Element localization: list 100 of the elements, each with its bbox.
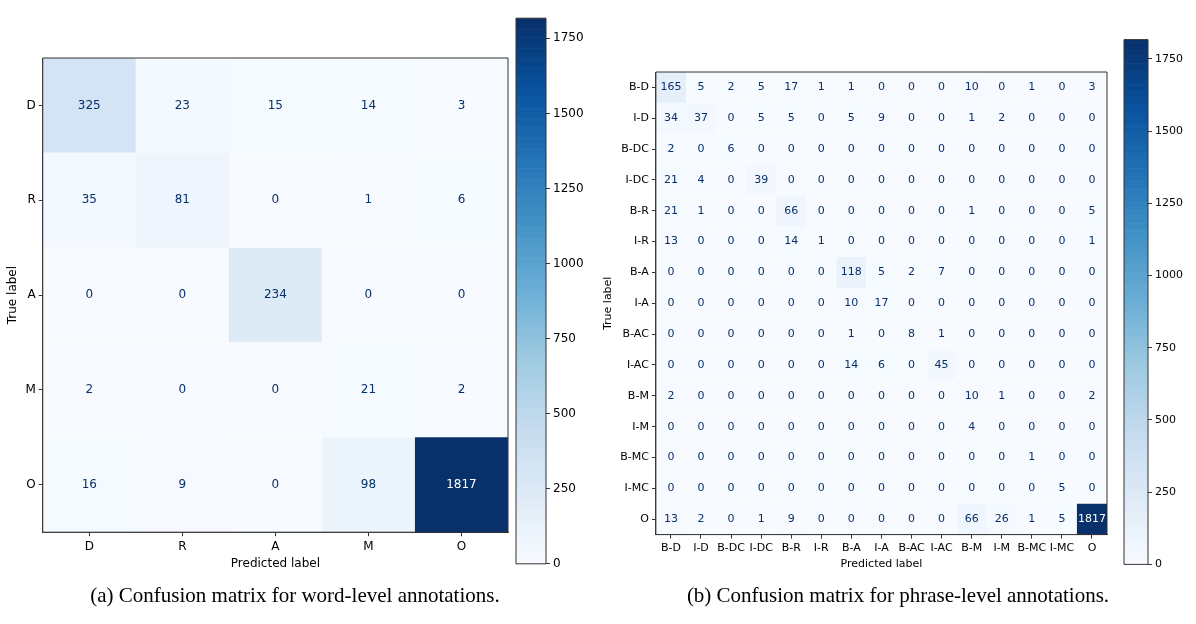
x-tick-label: I-D	[693, 541, 709, 555]
data-label: 0	[968, 265, 976, 279]
data-label: 45	[934, 357, 949, 371]
data-label: 26	[994, 512, 1009, 526]
data-label: 5	[757, 80, 765, 94]
data-label: 0	[908, 296, 916, 310]
data-label: 0	[877, 388, 885, 402]
data-label: 0	[938, 203, 946, 217]
color-bar-label: 250	[553, 480, 576, 495]
data-label: 0	[1088, 265, 1096, 279]
data-label: 0	[968, 450, 976, 464]
data-label: 1	[968, 203, 976, 217]
data-label: 0	[667, 481, 675, 495]
data-label: 0	[178, 287, 187, 302]
data-label: 0	[178, 382, 187, 397]
data-label: 5	[1058, 481, 1066, 495]
data-label: 0	[727, 203, 735, 217]
data-label: 0	[1088, 327, 1096, 340]
x-tick-label: I-M	[993, 541, 1011, 555]
y-tick-label: M	[25, 382, 36, 397]
y-tick-label: A	[27, 287, 37, 302]
data-label: 0	[877, 234, 885, 248]
data-label: 0	[727, 357, 735, 371]
data-label: 0	[968, 141, 976, 155]
data-label: 0	[85, 287, 94, 302]
data-label: 0	[908, 80, 916, 94]
data-label: 0	[1028, 234, 1036, 248]
data-label: 17	[874, 296, 889, 310]
data-label: 1	[1028, 80, 1036, 94]
data-label: 10	[964, 388, 979, 402]
data-label: 0	[1028, 296, 1036, 310]
x-tick-label: I-A	[874, 541, 890, 555]
x-tick-label: B-AC	[898, 541, 925, 555]
data-label: 0	[697, 357, 705, 371]
data-label: 0	[697, 296, 705, 310]
data-label: 0	[667, 265, 675, 279]
data-label: 0	[908, 388, 916, 402]
x-tick-label: I-DC	[749, 541, 774, 555]
color-bar-label: 1000	[553, 255, 584, 270]
data-label: 165	[660, 80, 682, 94]
data-label: 0	[938, 450, 946, 464]
color-bar-label: 1250	[1155, 196, 1183, 210]
data-label: 0	[1028, 481, 1036, 495]
data-label: 0	[817, 388, 825, 402]
data-label: 0	[1058, 296, 1066, 310]
data-label: 0	[787, 327, 795, 340]
data-label: 6	[457, 192, 466, 207]
y-tick-label: O	[26, 476, 36, 491]
data-label: 0	[667, 450, 675, 464]
data-label: 17	[784, 80, 799, 94]
data-label: 0	[998, 357, 1006, 371]
data-label: 81	[174, 192, 190, 207]
data-label: 0	[667, 357, 675, 371]
data-label: 5	[697, 80, 705, 94]
data-label: 2	[908, 265, 916, 279]
data-label: 0	[847, 203, 855, 217]
data-label: 4	[968, 419, 976, 433]
data-label: 0	[1028, 419, 1036, 433]
data-label: 0	[727, 327, 735, 340]
data-label: 0	[697, 141, 705, 155]
data-label: 0	[817, 481, 825, 495]
color-bar-label: 1750	[1155, 51, 1183, 65]
data-label: 2	[85, 382, 94, 397]
data-label: 0	[697, 481, 705, 495]
data-label: 0	[364, 287, 373, 302]
data-label: 21	[663, 203, 678, 217]
x-tick-label: R	[178, 538, 187, 553]
data-label: 9	[877, 111, 885, 125]
x-tick-label: B-A	[841, 541, 862, 555]
data-label: 0	[817, 141, 825, 155]
data-label: 0	[998, 80, 1006, 94]
y-axis-title: True label	[601, 276, 615, 332]
data-label: 16	[81, 476, 97, 491]
data-label: 0	[787, 388, 795, 402]
data-label: 0	[938, 80, 946, 94]
y-tick-label: I-AC	[626, 357, 650, 371]
data-label: 0	[787, 450, 795, 464]
data-label: 2	[667, 141, 675, 155]
data-label: 0	[1088, 481, 1096, 495]
data-label: 0	[938, 234, 946, 248]
data-label: 0	[1088, 296, 1096, 310]
data-label: 0	[757, 234, 765, 248]
data-label: 0	[847, 419, 855, 433]
data-label: 0	[697, 388, 705, 402]
data-label: 0	[1058, 203, 1066, 217]
data-label: 5	[787, 111, 795, 125]
data-label: 0	[1088, 111, 1096, 125]
data-label: 0	[908, 172, 916, 186]
x-tick-label: I-AC	[930, 541, 953, 555]
color-bar-label: 1750	[553, 30, 584, 45]
data-label: 0	[757, 141, 765, 155]
data-label: 1	[968, 111, 976, 125]
data-label: 5	[847, 111, 855, 125]
data-label: 0	[938, 111, 946, 125]
data-label: 0	[787, 419, 795, 433]
x-tick-label: B-D	[660, 541, 681, 555]
x-tick-label: B-R	[781, 541, 802, 555]
data-label: 0	[908, 141, 916, 155]
data-label: 0	[938, 172, 946, 186]
data-label: 2	[667, 388, 675, 402]
